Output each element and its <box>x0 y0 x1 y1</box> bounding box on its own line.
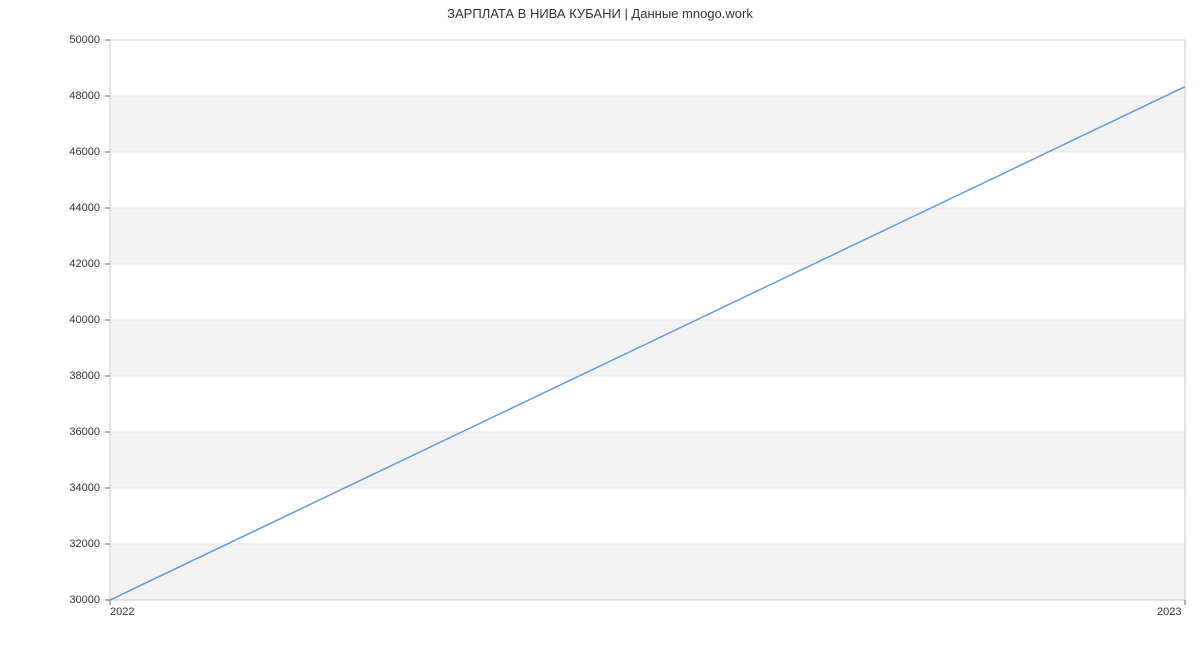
y-tick-label: 44000 <box>0 202 100 214</box>
y-tick-label: 38000 <box>0 370 100 382</box>
salary-line-chart: ЗАРПЛАТА В НИВА КУБАНИ | Данные mnogo.wo… <box>0 0 1200 650</box>
chart-canvas <box>0 0 1200 650</box>
y-tick-label: 46000 <box>0 146 100 158</box>
y-tick-label: 36000 <box>0 426 100 438</box>
y-tick-label: 42000 <box>0 258 100 270</box>
y-tick-label: 40000 <box>0 314 100 326</box>
y-tick-label: 34000 <box>0 482 100 494</box>
y-tick-label: 50000 <box>0 34 100 46</box>
y-tick-label: 32000 <box>0 538 100 550</box>
x-tick-label: 2023 <box>1157 606 1181 618</box>
x-tick-label: 2022 <box>110 606 134 618</box>
y-tick-label: 30000 <box>0 594 100 606</box>
y-tick-label: 48000 <box>0 90 100 102</box>
